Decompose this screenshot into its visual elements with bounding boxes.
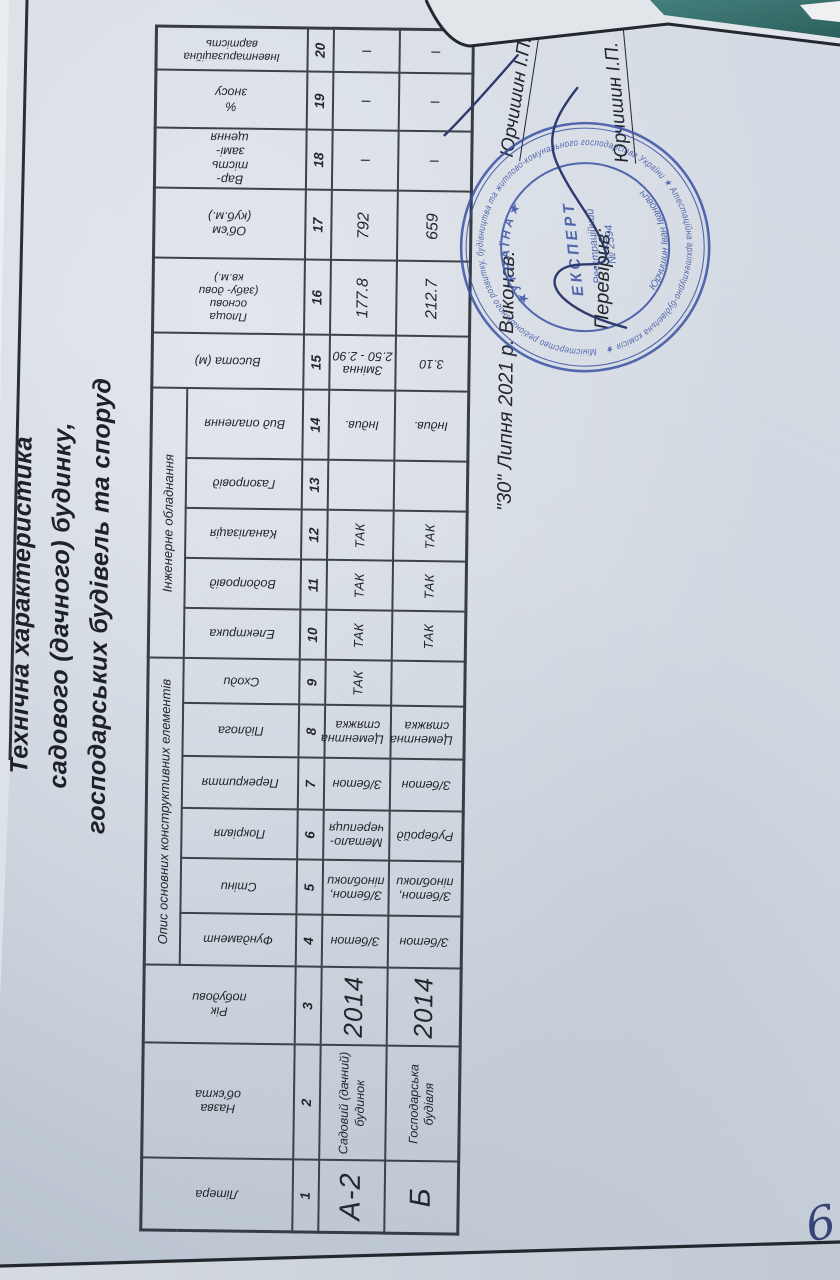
characteristics-table: Літера Назва об'єкта Рік побудови Опис о… — [139, 24, 476, 1236]
cell-wear-percent: – — [332, 72, 399, 132]
cell-floor: Цементна стяжка — [389, 706, 465, 761]
document-title: Технічна характеристика садового (дачног… — [0, 345, 123, 866]
cell-sewer: ТАК — [392, 511, 468, 563]
col-header-litera: Літера — [140, 1157, 293, 1232]
cell-heating-type: Індив. — [327, 390, 395, 462]
col-number: 14 — [301, 389, 329, 461]
col-number: 17 — [304, 189, 332, 261]
cell-build-year: 2014 — [386, 968, 462, 1048]
col-header-foundation: Фундамент — [179, 913, 296, 967]
col-header-build-year: Рік побудови — [143, 964, 296, 1045]
col-header-sewer: Каналізація — [184, 508, 302, 560]
col-number: 18 — [305, 129, 333, 191]
cell-floor: Цементна стяжка — [320, 705, 391, 760]
col-number: 11 — [299, 559, 327, 611]
col-header-base-area: Площа основи (забу- дови кв.м.) — [152, 257, 305, 335]
expert-round-stamp: Міністерство регіонального розвитку, буд… — [459, 121, 711, 373]
col-header-roof: Покрівля — [180, 808, 298, 860]
col-number: 9 — [298, 659, 326, 706]
col-header-water: Водопровід — [183, 558, 301, 610]
cell-gas — [327, 460, 394, 512]
cell-object-name: Господарська будівля — [384, 1046, 461, 1163]
stamp-holder-name: Юрчишин Іван Іванович — [637, 186, 677, 294]
col-header-volume: Об'єм (куб.м.) — [153, 187, 306, 260]
cell-heating-type: Індив. — [393, 391, 469, 463]
cell-base-area: 177.8 — [329, 260, 397, 337]
col-header-heating-type: Вид опалення — [185, 388, 303, 460]
cell-volume: 792 — [330, 190, 398, 262]
col-header-walls: Стіни — [179, 858, 297, 915]
cell-walls: З/бетон, піноблоки — [321, 860, 389, 917]
cell-foundation: З/бетон — [321, 915, 388, 969]
cell-roof: Руберойд — [388, 811, 464, 863]
cell-litera: Б — [383, 1161, 459, 1235]
cell-litera: А-2 — [317, 1160, 385, 1234]
col-number: 16 — [303, 259, 331, 336]
cell-wear-percent: – — [398, 73, 473, 133]
col-header-wear-percent: % зносу — [155, 69, 307, 130]
stamp-reg-label: Реєстраційний — [584, 208, 604, 284]
cell-build-year: 2014 — [320, 967, 388, 1047]
svg-text:Юрчишин Іван Іванович: Юрчишин Іван Іванович — [637, 186, 677, 294]
col-header-stairs: Сходи — [182, 658, 300, 705]
cell-stairs — [390, 661, 466, 708]
col-header-floors-slab: Перекриття — [181, 756, 298, 810]
stamp-cert-title: ЕКСПЕРТ — [560, 200, 587, 297]
cell-roof: Метало- черепиця — [322, 810, 390, 862]
col-number: 2 — [292, 1044, 321, 1161]
col-header-gas: Газопровід — [185, 458, 302, 510]
title-line-3: господарських будівель та споруд — [82, 377, 117, 835]
title-line-2: садового (дачного) будинку, — [44, 421, 77, 789]
col-number: 12 — [300, 509, 328, 561]
svg-text:★ У К Р А Ї Н А ★: ★ У К Р А Ї Н А ★ — [492, 198, 534, 309]
cell-gas — [393, 461, 468, 513]
col-number: 1 — [291, 1159, 319, 1233]
col-header-object-name: Назва об'єкта — [141, 1042, 295, 1160]
col-number: 3 — [294, 966, 322, 1046]
col-number: 4 — [295, 914, 322, 968]
col-number: 6 — [296, 809, 324, 861]
col-number: 7 — [297, 757, 324, 811]
cell-inventory-value: – — [332, 28, 400, 74]
stamp-country-text: ★ У К Р А Ї Н А ★ — [492, 198, 534, 309]
cell-stairs: ТАК — [324, 660, 392, 707]
group-header-engineering: Інженерне обладнання — [148, 387, 187, 659]
cell-foundation: З/бетон — [387, 916, 462, 970]
col-number: 19 — [306, 71, 333, 131]
col-header-floor: Підлога — [181, 703, 299, 758]
cell-water: ТАК — [391, 561, 467, 613]
col-number: 5 — [295, 859, 323, 916]
col-header-inventory-value: Інвентаризаційна вартість — [155, 25, 308, 72]
col-number: 10 — [299, 609, 326, 661]
group-header-construction: Опис основних конструктивних елементів — [144, 657, 184, 966]
col-number: 20 — [306, 27, 334, 73]
col-number: 13 — [301, 459, 328, 511]
stamp-reg-number: № 2394 — [603, 224, 619, 265]
cell-electricity: ТАК — [325, 610, 392, 662]
cell-floors-slab: З/бетон — [389, 759, 464, 813]
cell-walls: З/бетон, піноблоки — [387, 861, 463, 918]
cell-inventory-value: – — [398, 29, 474, 75]
cell-electricity: ТАК — [391, 611, 466, 663]
cell-height: 3.10 — [394, 336, 470, 393]
cell-sewer: ТАК — [326, 510, 394, 562]
cell-height: Змінна 2.50 - 2.90 — [328, 335, 396, 392]
cell-water: ТАК — [325, 560, 393, 612]
cell-floors-slab: З/бетон — [323, 758, 390, 812]
col-header-electricity: Електрика — [183, 608, 300, 660]
cell-replacement-cost: – — [331, 130, 399, 192]
col-header-replacement-cost: Вар- тість замі- щення — [154, 127, 307, 190]
col-header-height: Висота (м) — [151, 332, 304, 390]
cell-object-name: Садовий (дачний) будинок — [318, 1045, 387, 1162]
col-number: 15 — [302, 334, 330, 391]
